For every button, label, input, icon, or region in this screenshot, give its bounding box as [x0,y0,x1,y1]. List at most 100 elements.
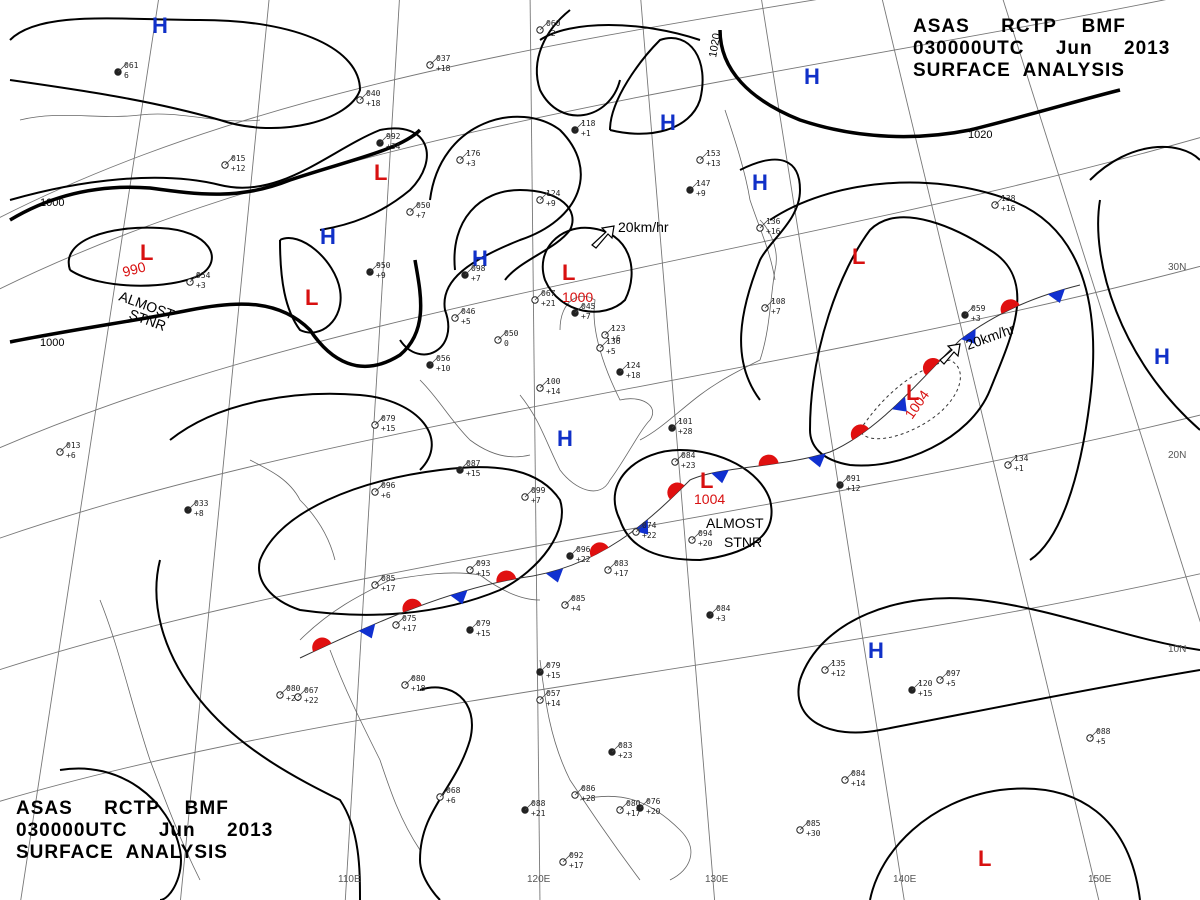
low-center-marker: L [700,468,713,493]
station-tendency: +7 [471,274,481,283]
warm-front-semicircle [922,358,940,376]
fronts [299,284,1081,659]
station-pressure: 050 [416,201,431,210]
warm-front-semicircle [850,424,869,441]
station-pressure: 037 [436,54,451,63]
title-line: 030000UTC Jun 2013 [16,820,274,841]
cold-front-triangle [450,590,468,605]
station-pressure: 079 [381,414,396,423]
station-tendency: +15 [476,629,491,638]
station-pressure: 096 [381,481,396,490]
station-tendency: +16 [766,227,781,236]
station-pressure: 085 [381,574,396,583]
motion-speed-label: 20km/hr [964,320,1017,352]
station-plot: 075+17 [392,614,417,633]
station-pressure: 067 [541,289,556,298]
station-tendency: +5 [461,317,471,326]
station-plot: 079+15 [371,414,396,433]
warm-front-semicircle [496,570,517,583]
station-tendency: +18 [626,371,641,380]
station-plot: 101+28 [668,417,693,436]
latitude-label: 30N [1168,262,1186,273]
station-tendency: +15 [381,424,396,433]
high-center-marker: H [868,638,884,663]
station-pressure: 033 [194,499,209,508]
station-pressure: 080 [411,674,426,683]
stationary-note: STNR [724,534,762,550]
longitude-label: 150E [1088,874,1112,885]
station-pressure: 085 [571,594,586,603]
high-center-marker: H [804,64,820,89]
title-line: ASAS RCTP BMF [16,798,229,819]
station-tendency: +17 [614,569,629,578]
station-pressure: 091 [846,474,861,483]
station-tendency: +12 [231,164,246,173]
station-tendency: -2 [546,29,556,38]
station-plot: 083+23 [608,741,633,760]
station-plot: 068+6 [436,786,461,805]
station-plot: 124+18 [616,361,641,380]
station-pressure: 176 [466,149,481,158]
station-plot: 135+12 [821,659,846,678]
station-pressure: 092 [569,851,584,860]
station-plot: 088+21 [521,799,546,818]
low-center-value: 990 [121,258,148,280]
station-plot: 950+9 [366,261,391,280]
station-plot: 153+13 [696,149,721,168]
station-pressure: 147 [696,179,711,188]
station-pressure: 076 [646,797,661,806]
high-center-marker: H [472,246,488,271]
station-plot: 108+7 [761,297,786,316]
station-plot: 096+6 [371,481,396,500]
isobar-label: 1000 [40,197,64,209]
station-tendency: +22 [576,555,591,564]
station-pressure: 120 [918,679,933,688]
station-tendency: +22 [642,531,657,540]
isobars [9,9,1200,900]
station-tendency: +5 [1096,737,1106,746]
station-tendency: +6 [446,796,456,805]
station-plot: 134+1 [1004,454,1029,473]
station-tendency: +7 [771,307,781,316]
station-plot: 176+3 [456,149,481,168]
station-plot: 118+1 [571,119,596,138]
warm-front-semicircle [589,542,609,558]
warm-front-semicircle [1000,299,1020,314]
station-pressure: 059 [971,304,986,313]
high-center-marker: H [752,170,768,195]
title-line: SURFACE ANALYSIS [913,60,1125,81]
station-pressure: 124 [546,189,561,198]
low-center-value: 1000 [562,289,593,305]
station-tendency: +6 [381,491,391,500]
station-tendency: +34 [386,142,401,151]
station-tendency: +14 [546,699,561,708]
cold-front-triangle [960,328,976,344]
station-pressure: 084 [851,769,866,778]
longitude-label: 120E [527,874,551,885]
station-pressure: 123 [611,324,626,333]
station-plot: 094+20 [688,529,713,548]
station-pressure: 050 [504,329,519,338]
station-plot: 085+17 [371,574,396,593]
station-plot: 033+8 [184,499,209,518]
station-pressure: 134 [1014,454,1029,463]
low-center-value: 1004 [694,491,725,507]
station-pressure: 101 [678,417,693,426]
longitude-label: 110E [338,874,361,885]
station-pressure: 108 [771,297,786,306]
station-pressure: 083 [614,559,629,568]
map-title-bottom-left: ASAS RCTP BMF 030000UTC Jun 2013 SURFACE… [16,798,273,864]
station-plot: 079+15 [466,619,491,638]
motion-arrow [939,343,961,365]
low-center-marker: L [906,380,919,405]
station-plot: 056+10 [426,354,451,373]
station-tendency: +28 [678,427,693,436]
station-tendency: +14 [546,387,561,396]
station-pressure: 075 [402,614,417,623]
station-plot: 136+5 [596,337,621,356]
station-pressure: 068 [446,786,461,795]
warm-front-semicircle [312,637,332,652]
